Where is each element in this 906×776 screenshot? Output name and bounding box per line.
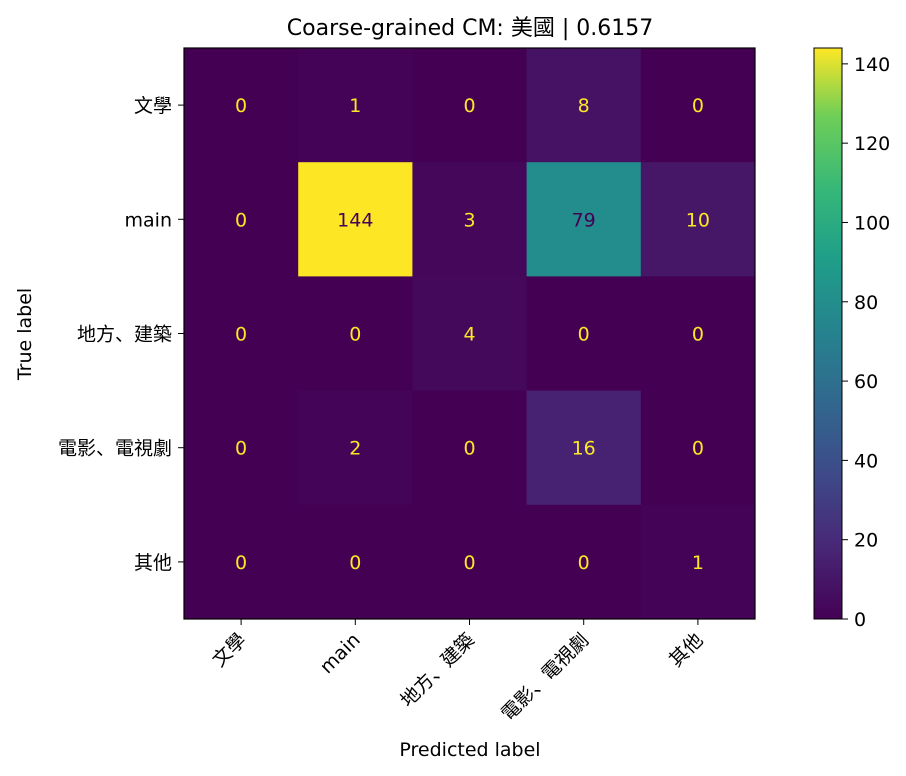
cell-value-label: 0 [578,324,590,346]
cell-value-label: 3 [463,209,475,231]
heatmap-cell [640,276,756,392]
x-tick-label: 文學 [208,629,250,671]
y-tick-label: 文學 [134,95,172,117]
y-tick-label: 其他 [134,552,172,574]
heatmap-cell [298,48,413,163]
heatmap-cell [640,390,756,506]
colorbar-tick-label: 120 [854,133,890,155]
x-tick-label: 電影、電視劇 [497,629,593,725]
x-tick-label: main [316,629,365,678]
cell-value-label: 0 [349,552,361,574]
cell-value-label: 0 [692,324,704,346]
cell-value-label: 0 [692,438,704,460]
cell-value-label: 4 [463,324,475,346]
heatmap-cell [526,276,642,392]
heatmap-cells [184,48,756,620]
x-axis-ticks: 文學 main 地方、建築 電影、電視劇 其他 [208,619,707,725]
colorbar [813,47,843,620]
heatmap-cell [184,48,299,163]
cell-value-label: 0 [235,324,247,346]
cell-value-label: 1 [349,95,361,117]
heatmap-cell [298,504,413,620]
heatmap-cell [184,162,299,277]
heatmap-cell [298,162,413,277]
heatmap-cell [412,48,528,163]
y-tick-label: 電影、電視劇 [58,438,172,460]
colorbar-tick-label: 40 [854,450,878,472]
cell-value-label: 0 [235,552,247,574]
cell-value-label: 2 [349,438,361,460]
heatmap-cell [298,276,413,392]
heatmap-cell [184,276,299,392]
colorbar-tick-label: 140 [854,54,890,76]
heatmap-cell [184,390,299,506]
cell-value-label: 144 [337,209,373,231]
heatmap-cell [526,162,642,277]
colorbar-tick-label: 100 [854,212,890,234]
heatmap-cell [412,162,528,277]
heatmap-cell [412,276,528,392]
colorbar-tick-label: 60 [854,371,878,393]
cell-value-label: 0 [692,95,704,117]
heatmap-cell [640,504,756,620]
cell-value-label: 8 [578,95,590,117]
cell-value-label: 0 [235,438,247,460]
y-tick-label: 地方、建築 [77,324,172,346]
colorbar-tick-label: 20 [854,530,878,552]
heatmap-cell [640,162,756,277]
y-axis-label: True label [14,288,36,381]
cell-value-label: 0 [463,438,475,460]
heatmap-cell [526,390,642,506]
chart-title: Coarse-grained CM: 美國 | 0.6157 [287,16,653,41]
cell-value-label: 1 [692,552,704,574]
heatmap-cell [184,504,299,620]
colorbar-ticks: 0 20 40 60 80 100 120 140 [842,54,890,631]
heatmap-cell [412,504,528,620]
cell-value-label: 0 [235,95,247,117]
cell-value-label: 0 [463,552,475,574]
heatmap-cell [526,48,642,163]
colorbar-tick-label: 0 [854,609,866,631]
x-axis-label: Predicted label [399,739,540,761]
cell-value-label: 16 [572,438,596,460]
colorbar-tick-label: 80 [854,292,878,314]
x-tick-label: 其他 [665,629,707,671]
cell-value-label: 0 [463,95,475,117]
cell-value-label: 10 [686,209,710,231]
cell-value-label: 0 [235,209,247,231]
cell-value-label: 79 [572,209,596,231]
heatmap-cell-values: 0 1 0 8 00 144 3 79 100 0 4 0 00 2 0 16 00 0 0 0 1 [235,95,710,574]
y-tick-label: main [125,209,172,231]
heatmap-cell [298,390,413,506]
cell-value-label: 0 [349,324,361,346]
cell-value-label: 0 [578,552,590,574]
heatmap-cell [640,48,756,163]
x-tick-label: 地方、建築 [396,629,479,712]
heatmap-cell [412,390,528,506]
heatmap-cell [526,504,642,620]
